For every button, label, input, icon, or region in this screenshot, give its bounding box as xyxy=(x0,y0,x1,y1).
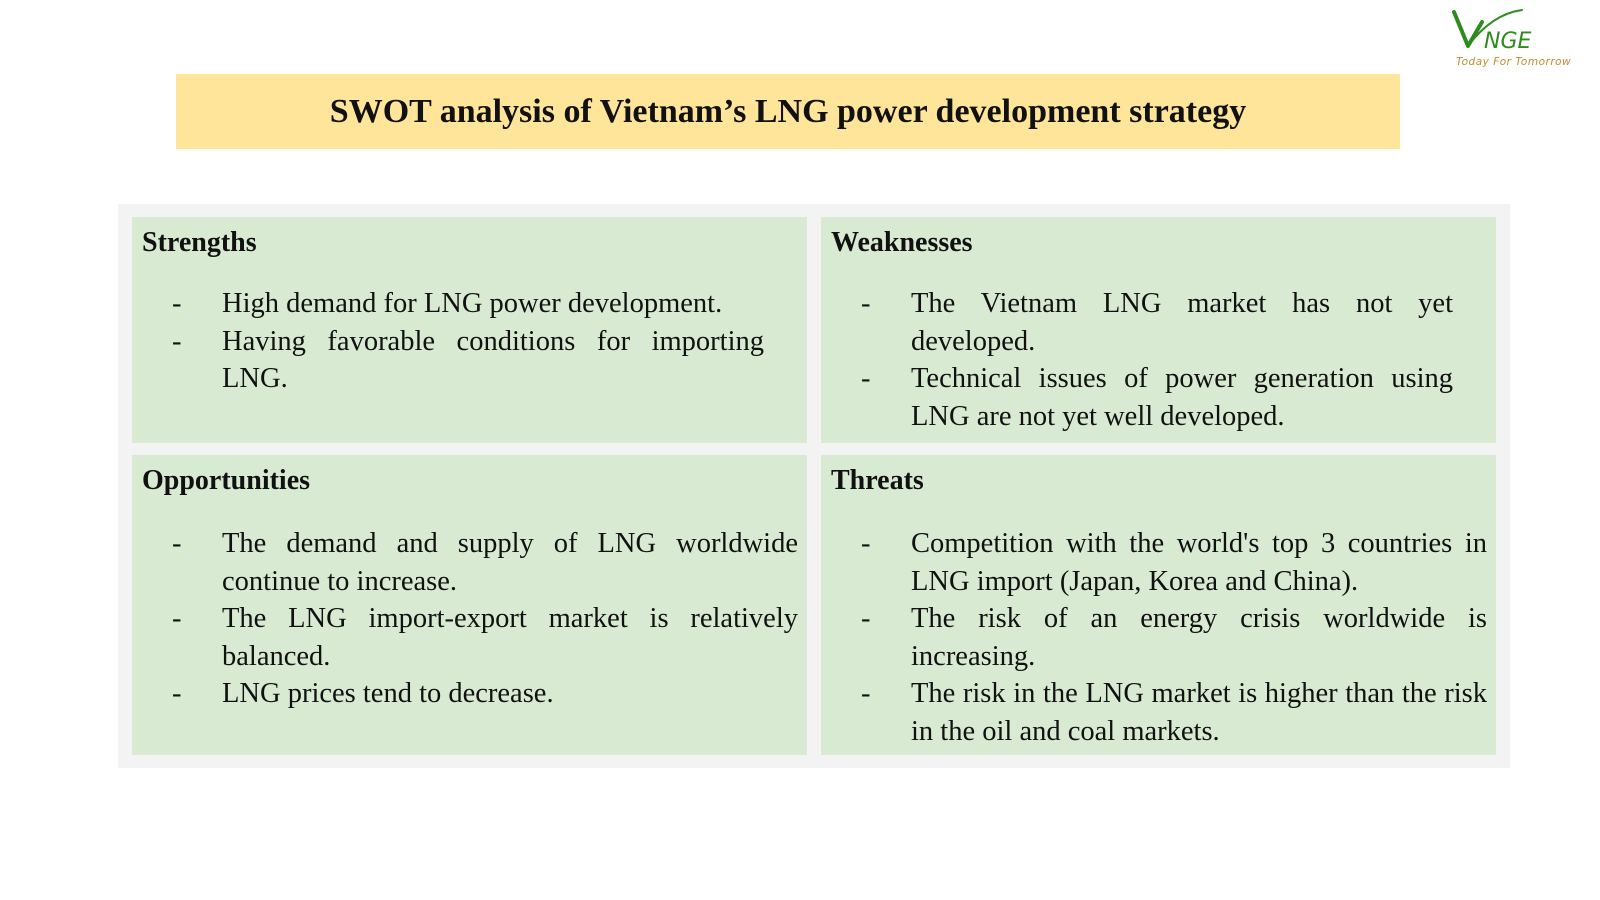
list-item: - The risk in the LNG market is higher th… xyxy=(821,675,1487,750)
list-item-text: Having favorable conditions for importin… xyxy=(222,325,764,395)
bullet-dash: - xyxy=(861,603,871,634)
list-item-text: The Vietnam LNG market has not yet devel… xyxy=(911,288,1453,357)
list-item: - High demand for LNG power development. xyxy=(132,285,764,323)
title-banner: SWOT analysis of Vietnam’s LNG power dev… xyxy=(176,74,1400,149)
bullet-dash: - xyxy=(861,363,871,394)
threats-heading: Threats xyxy=(831,465,924,496)
list-item: - Having favorable conditions for importi… xyxy=(132,323,764,398)
list-item-text: LNG prices tend to decrease. xyxy=(222,678,554,709)
opportunities-quadrant: Opportunities - The demand and supply of … xyxy=(132,455,807,755)
bullet-dash: - xyxy=(172,325,182,357)
list-item-text: High demand for LNG power development. xyxy=(222,288,723,319)
vnge-logo-icon: NGE xyxy=(1452,9,1532,54)
list-item: - The demand and supply of LNG worldwide … xyxy=(132,525,798,600)
list-item-text: Technical issues of power generation usi… xyxy=(911,363,1453,432)
bullet-dash: - xyxy=(861,288,871,319)
logo-tagline: Today For Tomorrow xyxy=(1456,56,1572,68)
strengths-list: - High demand for LNG power development. … xyxy=(132,285,764,398)
threats-list: - Competition with the world's top 3 coun… xyxy=(821,525,1487,750)
list-item: - Competition with the world's top 3 coun… xyxy=(821,525,1487,600)
bullet-dash: - xyxy=(172,288,182,319)
list-item-text: The risk of an energy crisis worldwide i… xyxy=(911,603,1487,672)
vnge-logo: NGE Today For Tomorrow xyxy=(1452,6,1592,72)
threats-quadrant: Threats - Competition with the world's to… xyxy=(821,455,1496,755)
list-item: - LNG prices tend to decrease. xyxy=(132,675,798,713)
weaknesses-list: - The Vietnam LNG market has not yet deve… xyxy=(821,285,1453,435)
bullet-dash: - xyxy=(861,528,871,559)
bullet-dash: - xyxy=(861,678,871,709)
list-item: - Technical issues of power generation us… xyxy=(821,360,1453,435)
bullet-dash: - xyxy=(172,603,182,634)
list-item-text: The LNG import-export market is relative… xyxy=(222,603,798,672)
list-item: - The Vietnam LNG market has not yet deve… xyxy=(821,285,1453,360)
weaknesses-quadrant: Weaknesses - The Vietnam LNG market has n… xyxy=(821,217,1496,443)
list-item-text: Competition with the world's top 3 count… xyxy=(911,528,1487,597)
strengths-heading: Strengths xyxy=(142,227,257,258)
list-item: - The risk of an energy crisis worldwide … xyxy=(821,600,1487,675)
list-item-text: The risk in the LNG market is higher tha… xyxy=(911,678,1487,747)
list-item-text: The demand and supply of LNG worldwide c… xyxy=(222,528,798,597)
list-item: - The LNG import-export market is relativ… xyxy=(132,600,798,675)
svg-text:NGE: NGE xyxy=(1484,29,1532,54)
opportunities-list: - The demand and supply of LNG worldwide … xyxy=(132,525,798,713)
bullet-dash: - xyxy=(172,678,182,709)
weaknesses-heading: Weaknesses xyxy=(831,227,973,258)
opportunities-heading: Opportunities xyxy=(142,465,311,496)
strengths-quadrant: Strengths - High demand for LNG power dev… xyxy=(132,217,807,443)
bullet-dash: - xyxy=(172,528,182,559)
page-title: SWOT analysis of Vietnam’s LNG power dev… xyxy=(329,92,1247,130)
